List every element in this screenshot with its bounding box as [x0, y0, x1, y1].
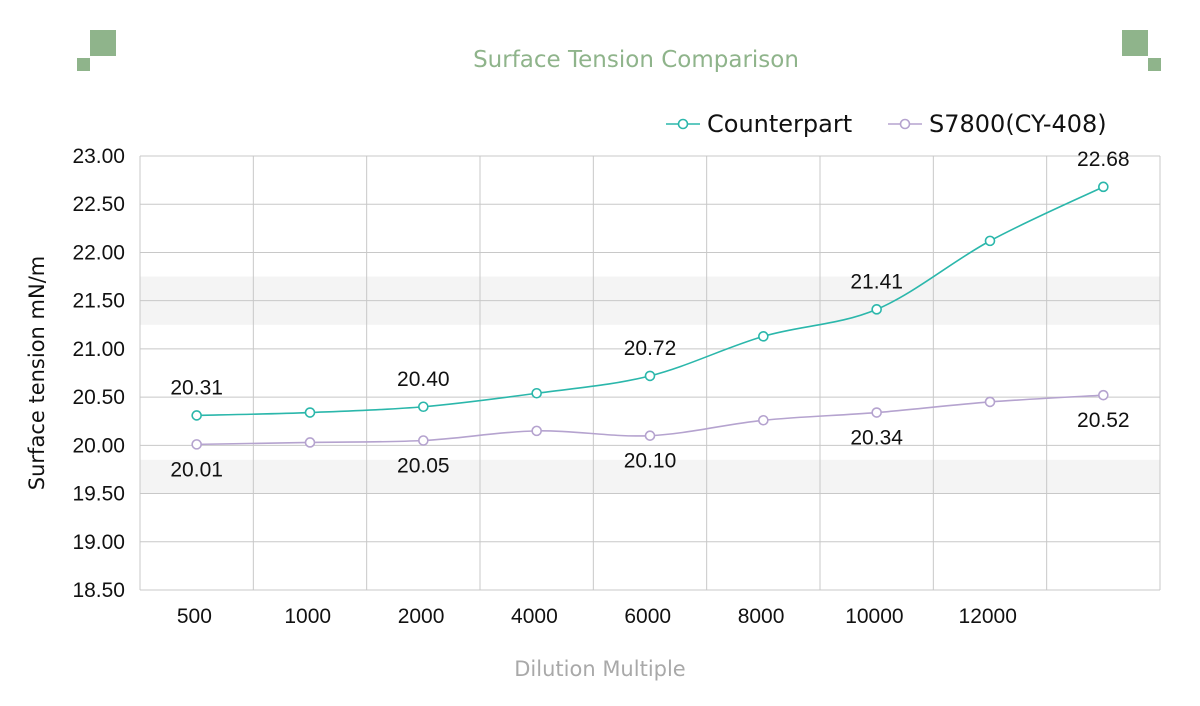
x-tick-label: 10000: [845, 605, 903, 628]
data-labels: 20.31 20.40 20.72 21.41 22.68 20.01 20.05 20.10…: [170, 148, 1129, 482]
x-tick-label: 6000: [624, 605, 671, 628]
y-tick-label: 22.50: [72, 193, 125, 216]
chart-title: Surface Tension Comparison: [473, 47, 799, 73]
decor-square-large: [90, 30, 116, 56]
data-label: 20.34: [850, 427, 903, 450]
data-point: [871, 407, 882, 418]
decor-square-large: [1122, 30, 1148, 56]
y-tick-label: 20.00: [72, 434, 125, 457]
legend-item-counterpart: Counterpart: [666, 110, 852, 138]
data-label: 20.40: [397, 368, 450, 391]
data-point: [418, 435, 429, 446]
decor-square-small: [1148, 58, 1161, 71]
y-axis-title: Surface tension mN/m: [25, 256, 49, 490]
data-label: 20.52: [1077, 409, 1130, 432]
x-axis-title: Dilution Multiple: [514, 657, 685, 681]
grid-lines: [139, 155, 1161, 591]
data-point: [758, 414, 769, 426]
data-label: 20.31: [170, 376, 223, 399]
y-tick-label: 23.00: [72, 145, 125, 168]
data-point: [191, 439, 202, 450]
y-tick-label: 21.00: [72, 338, 125, 361]
data-point: [304, 407, 316, 418]
decor-square-small: [77, 58, 90, 71]
x-tick-label: 2000: [398, 605, 445, 628]
x-tick-label: 1000: [284, 605, 331, 628]
data-point: [191, 410, 202, 421]
legend-label: S7800(CY-408): [929, 110, 1107, 138]
x-tick-labels: 500 1000 2000 4000 6000 8000 10000 12000: [177, 605, 1017, 628]
data-point: [531, 387, 542, 399]
data-point: [418, 401, 429, 413]
x-tick-label: 8000: [738, 605, 785, 628]
data-label: 21.41: [850, 270, 903, 293]
data-point: [984, 235, 996, 247]
y-tick-label: 20.50: [72, 386, 125, 409]
data-point: [1098, 389, 1109, 401]
y-tick-label: 21.50: [72, 290, 125, 313]
x-tick-label: 4000: [511, 605, 558, 628]
y-tick-label: 19.50: [72, 483, 125, 506]
legend-swatch-marker: [677, 118, 689, 130]
y-tick-labels: 23.00 22.50 22.00 21.50 21.00 20.50 20.00 19.50…: [72, 145, 125, 602]
data-point: [758, 331, 769, 342]
x-tick-label: 500: [177, 605, 212, 628]
background-band: [140, 459, 1160, 494]
legend: Counterpart S7800(CY-408): [666, 110, 1107, 138]
data-point: [644, 430, 656, 441]
data-point: [871, 304, 882, 315]
legend-item-s7800: S7800(CY-408): [888, 110, 1107, 138]
x-tick-label: 12000: [959, 605, 1017, 628]
legend-swatch-marker: [899, 118, 911, 130]
y-tick-label: 18.50: [72, 579, 125, 602]
data-label: 22.68: [1077, 148, 1130, 171]
data-label: 20.10: [624, 450, 677, 473]
series-points: [191, 181, 1109, 450]
legend-label: Counterpart: [707, 110, 852, 138]
data-label: 20.05: [397, 455, 450, 478]
y-tick-label: 19.00: [72, 531, 125, 554]
y-tick-label: 22.00: [72, 241, 125, 264]
data-label: 20.01: [170, 458, 223, 481]
data-point: [1098, 181, 1109, 193]
data-point: [531, 425, 542, 437]
data-label: 20.72: [624, 337, 677, 360]
data-point: [304, 437, 316, 448]
data-point: [984, 396, 996, 408]
data-point: [644, 370, 656, 382]
